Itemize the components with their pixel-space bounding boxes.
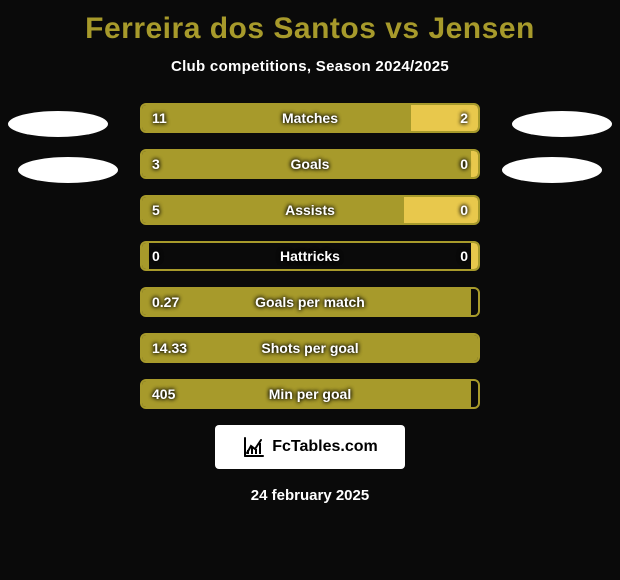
stat-bars: Matches112Goals30Assists50Hattricks00Goa… bbox=[140, 103, 480, 409]
logo-box: FcTables.com bbox=[215, 425, 405, 469]
player1-value: 0.27 bbox=[152, 289, 179, 315]
player1-value: 14.33 bbox=[152, 335, 187, 361]
player1-value: 3 bbox=[152, 151, 160, 177]
subtitle: Club competitions, Season 2024/2025 bbox=[0, 58, 620, 75]
player1-value: 0 bbox=[152, 243, 160, 269]
stat-row: Hattricks0 0 bbox=[140, 241, 480, 271]
stat-label: Goals per match bbox=[142, 289, 478, 315]
player2-value: 2 bbox=[460, 105, 468, 131]
player1-badge-2 bbox=[18, 157, 118, 183]
player1-value: 405 bbox=[152, 381, 175, 407]
stat-row: Assists5 0 bbox=[140, 195, 480, 225]
stat-row: Shots per goal14.33 bbox=[140, 333, 480, 363]
comparison-chart: Matches112Goals30Assists50Hattricks00Goa… bbox=[0, 103, 620, 409]
stat-row: Matches11 2 bbox=[140, 103, 480, 133]
page-title: Ferreira dos Santos vs Jensen bbox=[0, 0, 620, 46]
stat-label: Hattricks bbox=[142, 243, 478, 269]
chart-icon bbox=[242, 435, 266, 459]
stat-label: Matches bbox=[142, 105, 478, 131]
stat-row: Goals3 0 bbox=[140, 149, 480, 179]
stat-row: Min per goal405 bbox=[140, 379, 480, 409]
date: 24 february 2025 bbox=[0, 487, 620, 504]
stat-row: Goals per match0.27 bbox=[140, 287, 480, 317]
player2-value: 0 bbox=[460, 197, 468, 223]
player1-badge-1 bbox=[8, 111, 108, 137]
player2-value: 0 bbox=[460, 243, 468, 269]
logo-text: FcTables.com bbox=[272, 438, 378, 456]
stat-label: Assists bbox=[142, 197, 478, 223]
stat-label: Min per goal bbox=[142, 381, 478, 407]
player1-value: 5 bbox=[152, 197, 160, 223]
player1-value: 11 bbox=[152, 105, 167, 131]
stat-label: Goals bbox=[142, 151, 478, 177]
player2-badge-1 bbox=[512, 111, 612, 137]
player2-badge-2 bbox=[502, 157, 602, 183]
stat-label: Shots per goal bbox=[142, 335, 478, 361]
player2-value: 0 bbox=[460, 151, 468, 177]
